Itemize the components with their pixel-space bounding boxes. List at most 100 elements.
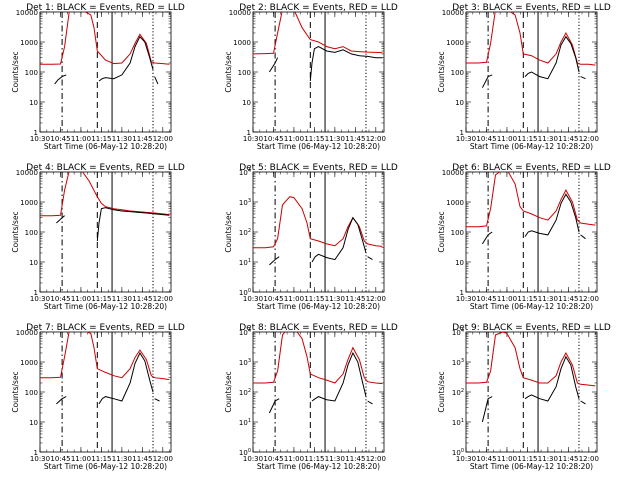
x-tick-label: 11:15 — [517, 135, 537, 143]
x-tick-label: 10:45 — [476, 295, 496, 303]
y-tick-label: 1000 — [446, 39, 464, 47]
y-tick-label: 1000 — [20, 39, 38, 47]
y-tick-label: 10 — [242, 99, 251, 107]
series-line-events — [481, 355, 586, 423]
series-line-lld — [40, 332, 170, 381]
y-axis-label: Counts/sec — [437, 371, 446, 412]
x-axis-label: Start Time (06-May-12 10:28:20) — [470, 462, 593, 471]
y-axis-label: Counts/sec — [224, 51, 233, 92]
series-line-lld — [253, 332, 383, 385]
x-tick-label: 11:00 — [71, 295, 91, 303]
x-axis-label: Start Time (06-May-12 10:28:20) — [44, 302, 167, 311]
y-tick-label: 10 — [455, 99, 464, 107]
y-tick-label: 1 — [460, 129, 464, 137]
x-axis-label: Start Time (06-May-12 10:28:20) — [470, 302, 593, 311]
x-tick-label: 11:45 — [132, 455, 152, 463]
series-line-events — [481, 35, 586, 88]
plot-frame — [252, 171, 385, 293]
y-tick-label: 1 — [247, 129, 251, 137]
x-axis-label: Start Time (06-May-12 10:28:20) — [44, 142, 167, 151]
chart-panel-5: Det 5: BLACK = Events, RED = LLD 100 101 10… — [224, 163, 398, 311]
series-line-events — [481, 193, 586, 245]
chart-panel-3: Det 3: BLACK = Events, RED = LLD 1 10 100 10… — [437, 3, 611, 151]
x-tick-label: 11:00 — [497, 135, 517, 143]
x-tick-label: 10:30 — [456, 295, 476, 303]
x-tick-label: 12:00 — [579, 455, 599, 463]
x-tick-label: 11:15 — [91, 295, 111, 303]
y-tick-label: 104 — [452, 328, 464, 337]
y-tick-label: 101 — [239, 258, 251, 267]
x-tick-label: 11:00 — [71, 455, 91, 463]
plot-frame — [39, 171, 172, 293]
x-tick-label: 10:45 — [50, 455, 70, 463]
x-tick-label: 10:30 — [243, 295, 263, 303]
y-tick-label: 101 — [239, 418, 251, 427]
y-tick-label: 1000 — [446, 199, 464, 207]
x-axis-label: Start Time (06-May-12 10:28:20) — [470, 142, 593, 151]
y-axis-label: Counts/sec — [224, 371, 233, 412]
chart-panel-1: Det 1: BLACK = Events, RED = LLD 1 10 100 10… — [11, 3, 185, 151]
x-tick-label: 10:45 — [476, 135, 496, 143]
series-line-events — [56, 207, 170, 242]
x-tick-label: 10:45 — [263, 455, 283, 463]
x-tick-label: 11:45 — [345, 455, 365, 463]
x-axis-label: Start Time (06-May-12 10:28:20) — [257, 142, 380, 151]
series-line-lld — [40, 172, 170, 217]
y-tick-label: 102 — [239, 228, 251, 237]
panel-title: Det 2: BLACK = Events, RED = LLD — [239, 3, 398, 13]
x-tick-label: 11:00 — [284, 295, 304, 303]
y-tick-label: 1000 — [20, 199, 38, 207]
panel-title: Det 3: BLACK = Events, RED = LLD — [452, 3, 611, 13]
x-tick-label: 11:30 — [325, 135, 345, 143]
y-tick-label: 10 — [29, 259, 38, 267]
y-tick-label: 100 — [451, 69, 464, 77]
series-line-lld — [466, 12, 596, 66]
x-tick-label: 10:45 — [50, 295, 70, 303]
x-tick-label: 11:15 — [304, 135, 324, 143]
x-tick-label: 11:30 — [112, 295, 132, 303]
y-tick-label: 10000 — [16, 169, 38, 177]
y-tick-label: 103 — [239, 198, 251, 207]
x-tick-label: 10:30 — [30, 455, 50, 463]
plot-frame — [39, 331, 172, 453]
x-tick-label: 10:30 — [243, 135, 263, 143]
panel-title: Det 6: BLACK = Events, RED = LLD — [452, 163, 611, 173]
x-tick-label: 11:00 — [284, 135, 304, 143]
y-axis-label: Counts/sec — [11, 51, 20, 92]
x-tick-label: 10:45 — [263, 135, 283, 143]
series-line-events — [54, 35, 159, 85]
x-tick-label: 11:15 — [517, 295, 537, 303]
x-tick-label: 10:45 — [50, 135, 70, 143]
y-tick-label: 100 — [239, 288, 251, 297]
x-tick-label: 11:15 — [91, 455, 111, 463]
x-tick-label: 11:45 — [558, 455, 578, 463]
y-tick-label: 100 — [25, 389, 38, 397]
x-tick-label: 11:15 — [517, 455, 537, 463]
y-tick-label: 10000 — [442, 169, 464, 177]
x-tick-label: 11:15 — [91, 135, 111, 143]
x-axis-label: Start Time (06-May-12 10:28:20) — [44, 462, 167, 471]
series-line-lld — [466, 172, 596, 228]
y-tick-label: 10 — [29, 419, 38, 427]
y-tick-label: 100 — [451, 229, 464, 237]
series-line-lld — [40, 12, 170, 65]
chart-panel-7: Det 7: BLACK = Events, RED = LLD 1 10 100 10… — [11, 323, 185, 471]
x-tick-label: 11:30 — [538, 455, 558, 463]
x-tick-label: 12:00 — [153, 135, 173, 143]
x-tick-label: 11:30 — [112, 455, 132, 463]
chart-panel-8: Det 8: BLACK = Events, RED = LLD 100 101 10… — [224, 323, 398, 471]
x-tick-label: 12:00 — [366, 135, 386, 143]
plot-frame — [252, 331, 385, 453]
x-tick-label: 11:45 — [558, 135, 578, 143]
x-axis-label: Start Time (06-May-12 10:28:20) — [257, 462, 380, 471]
y-tick-label: 1000 — [20, 359, 38, 367]
y-tick-label: 10000 — [16, 9, 38, 17]
panel-title: Det 8: BLACK = Events, RED = LLD — [239, 323, 398, 333]
series-line-events — [56, 351, 160, 405]
y-tick-label: 1 — [34, 129, 38, 137]
panel-title: Det 7: BLACK = Events, RED = LLD — [26, 323, 185, 333]
series-line-events — [268, 46, 383, 82]
y-tick-label: 10000 — [229, 9, 251, 17]
y-tick-label: 100 — [239, 448, 251, 457]
